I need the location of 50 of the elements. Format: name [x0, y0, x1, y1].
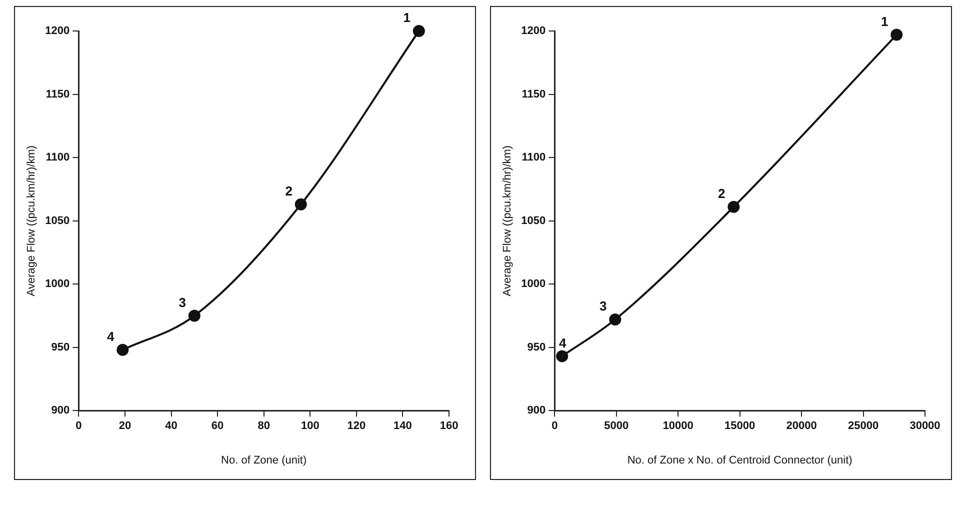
- annotation: 3: [600, 298, 607, 314]
- x-tick-label: 25000: [848, 420, 879, 432]
- y-tick-label: 1050: [521, 214, 546, 227]
- x-tick-label: 0: [552, 420, 558, 432]
- annotation: 2: [285, 183, 292, 198]
- y-tick-label: 1100: [522, 152, 546, 164]
- x-tick-label: 80: [258, 420, 270, 432]
- y-tick-label: 1000: [45, 278, 70, 290]
- y-axis-title: Average Flow ((pcu.km/hr)/km): [26, 145, 38, 296]
- annotation: 1: [880, 14, 888, 29]
- point: [294, 198, 307, 210]
- x-tick-label: 160: [440, 420, 458, 432]
- annotation: 4: [559, 335, 568, 350]
- x-tick-label: 20: [118, 420, 132, 432]
- annotation: 4: [107, 328, 116, 344]
- point: [412, 25, 425, 37]
- y-tick-label: 900: [527, 404, 546, 417]
- y-tick-label: 1150: [46, 88, 70, 100]
- point: [890, 28, 903, 41]
- point: [556, 350, 568, 362]
- y-tick-label: 1000: [521, 278, 546, 290]
- annotation: 1: [403, 10, 411, 26]
- x-tick-label: 40: [165, 420, 178, 432]
- x-tick-label: 10000: [662, 420, 694, 432]
- x-tick-label: 30000: [910, 420, 940, 432]
- x-tick-label: 5000: [604, 420, 629, 432]
- y-axis-title: Average Flow ((pcu.km/hr)/km): [502, 145, 514, 296]
- point: [609, 313, 622, 326]
- x-tick-label: 100: [300, 420, 320, 432]
- y-tick-label: 1200: [521, 25, 546, 38]
- y-tick-label: 950: [51, 341, 70, 354]
- y-tick-label: 1100: [46, 152, 70, 164]
- x-axis-title: No. of Zone x No. of Centroid Connector (unit): [627, 454, 852, 466]
- point: [188, 310, 200, 322]
- y-tick-label: 1050: [45, 214, 70, 227]
- annotation: 2: [718, 186, 726, 201]
- x-tick-label: 0: [76, 420, 82, 432]
- y-tick-label: 950: [527, 341, 546, 354]
- y-tick-label: 900: [51, 404, 70, 417]
- y-tick-label: 1150: [522, 88, 546, 100]
- x-tick-label: 20000: [786, 420, 817, 432]
- x-axis-title: No. of Zone (unit): [221, 454, 307, 466]
- x-tick-label: 140: [394, 420, 412, 432]
- point: [116, 344, 129, 356]
- x-tick-label: 120: [347, 420, 366, 432]
- y-tick-label: 1200: [45, 25, 70, 38]
- annotation: 3: [178, 294, 186, 310]
- point: [728, 200, 740, 213]
- x-tick-label: 60: [211, 420, 224, 432]
- x-tick-label: 15000: [724, 420, 756, 432]
